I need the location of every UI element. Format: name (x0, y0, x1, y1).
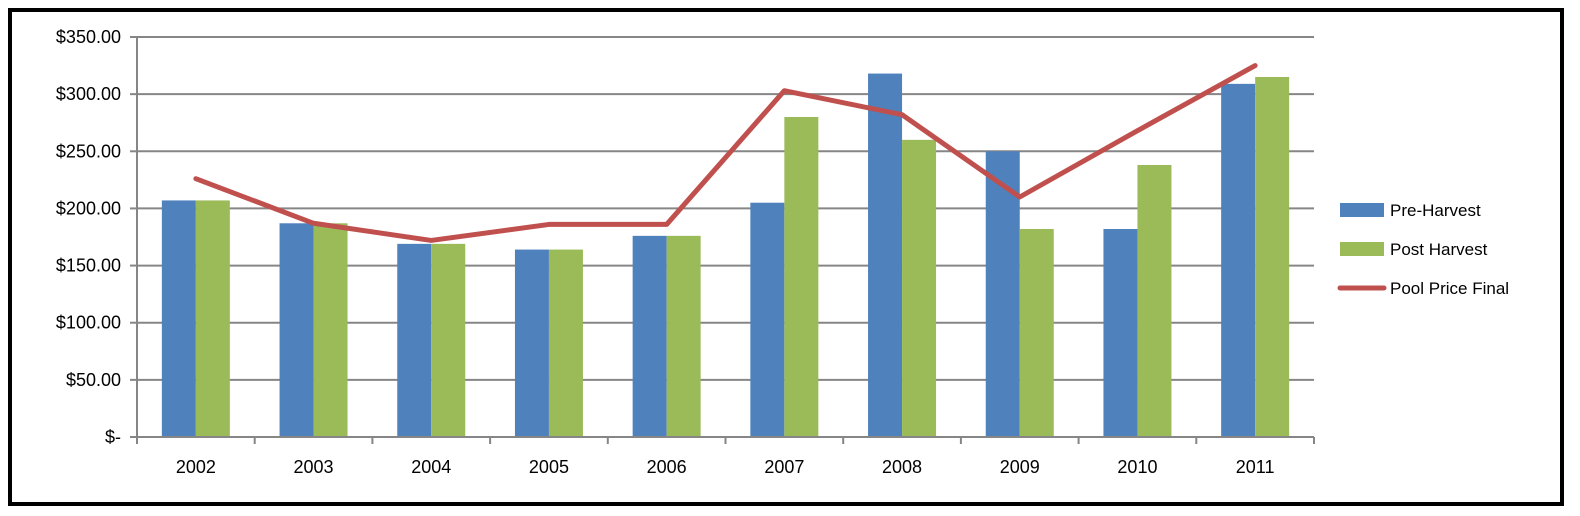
x-tick-label: 2002 (176, 457, 216, 477)
bar-post-harvest (902, 139, 937, 437)
bar-pre-harvest (1103, 229, 1138, 437)
bar-pre-harvest (161, 200, 196, 437)
bar-post-harvest (195, 200, 230, 437)
x-tick-label: 2011 (1236, 457, 1275, 477)
bar-post-harvest (666, 235, 701, 437)
x-axis-tick-labels: 2002 2003 2004 2005 2006 2007 2008 2009 2010 2011 (176, 457, 1275, 477)
y-tick-label: $150.00 (56, 256, 121, 276)
bar-pre-harvest (514, 249, 549, 437)
y-tick-label: $200.00 (56, 198, 121, 218)
bar-post-harvest (548, 249, 583, 437)
bar-post-harvest (313, 223, 348, 437)
x-tick-label: 2003 (294, 457, 334, 477)
bar-pre-harvest (985, 151, 1020, 438)
x-tick-label: 2005 (529, 457, 569, 477)
bar-pre-harvest (279, 223, 314, 437)
y-tick-label: $300.00 (56, 84, 121, 104)
bar-pre-harvest (632, 235, 667, 437)
bar-series (161, 73, 1290, 438)
legend-swatch-pre-harvest (1340, 203, 1384, 217)
line-series (193, 63, 1258, 243)
y-tick-label: $250.00 (56, 141, 121, 161)
legend-label-pre-harvest: Pre-Harvest (1390, 201, 1481, 220)
y-axis-tick-labels: $- $50.00 $100.00 $150.00 $200.00 $250.00 $300… (56, 27, 121, 447)
x-tick-label: 2008 (882, 457, 922, 477)
bar-post-harvest (1255, 77, 1290, 437)
y-tick-label: $- (105, 427, 121, 447)
chart-svg: $- $50.00 $100.00 $150.00 $200.00 $250.00 $300… (56, 27, 1509, 477)
chart-frame: $- $50.00 $100.00 $150.00 $200.00 $250.00 $300… (8, 8, 1564, 506)
bar-pre-harvest (868, 73, 903, 438)
x-tick-label: 2009 (1000, 457, 1040, 477)
y-tick-label: $350.00 (56, 27, 121, 47)
legend-swatch-post-harvest (1340, 242, 1384, 256)
line-pool-price-final (193, 63, 1258, 243)
bar-pre-harvest (1221, 83, 1256, 437)
bar-post-harvest (431, 243, 466, 437)
legend-label-post-harvest: Post Harvest (1390, 240, 1488, 259)
legend: Pre-Harvest Post Harvest Pool Price Final (1337, 201, 1509, 298)
x-tick-label: 2006 (647, 457, 687, 477)
legend-label-pool-price-final: Pool Price Final (1390, 279, 1509, 298)
axes (130, 36, 1315, 444)
y-tick-label: $50.00 (66, 370, 121, 390)
bar-pre-harvest (750, 202, 785, 437)
bar-post-harvest (1019, 229, 1054, 437)
bar-post-harvest (1137, 165, 1172, 437)
x-tick-label: 2010 (1117, 457, 1157, 477)
x-tick-label: 2007 (764, 457, 804, 477)
bar-post-harvest (784, 117, 819, 437)
y-tick-label: $100.00 (56, 313, 121, 333)
x-tick-label: 2004 (411, 457, 451, 477)
bar-pre-harvest (397, 243, 432, 437)
